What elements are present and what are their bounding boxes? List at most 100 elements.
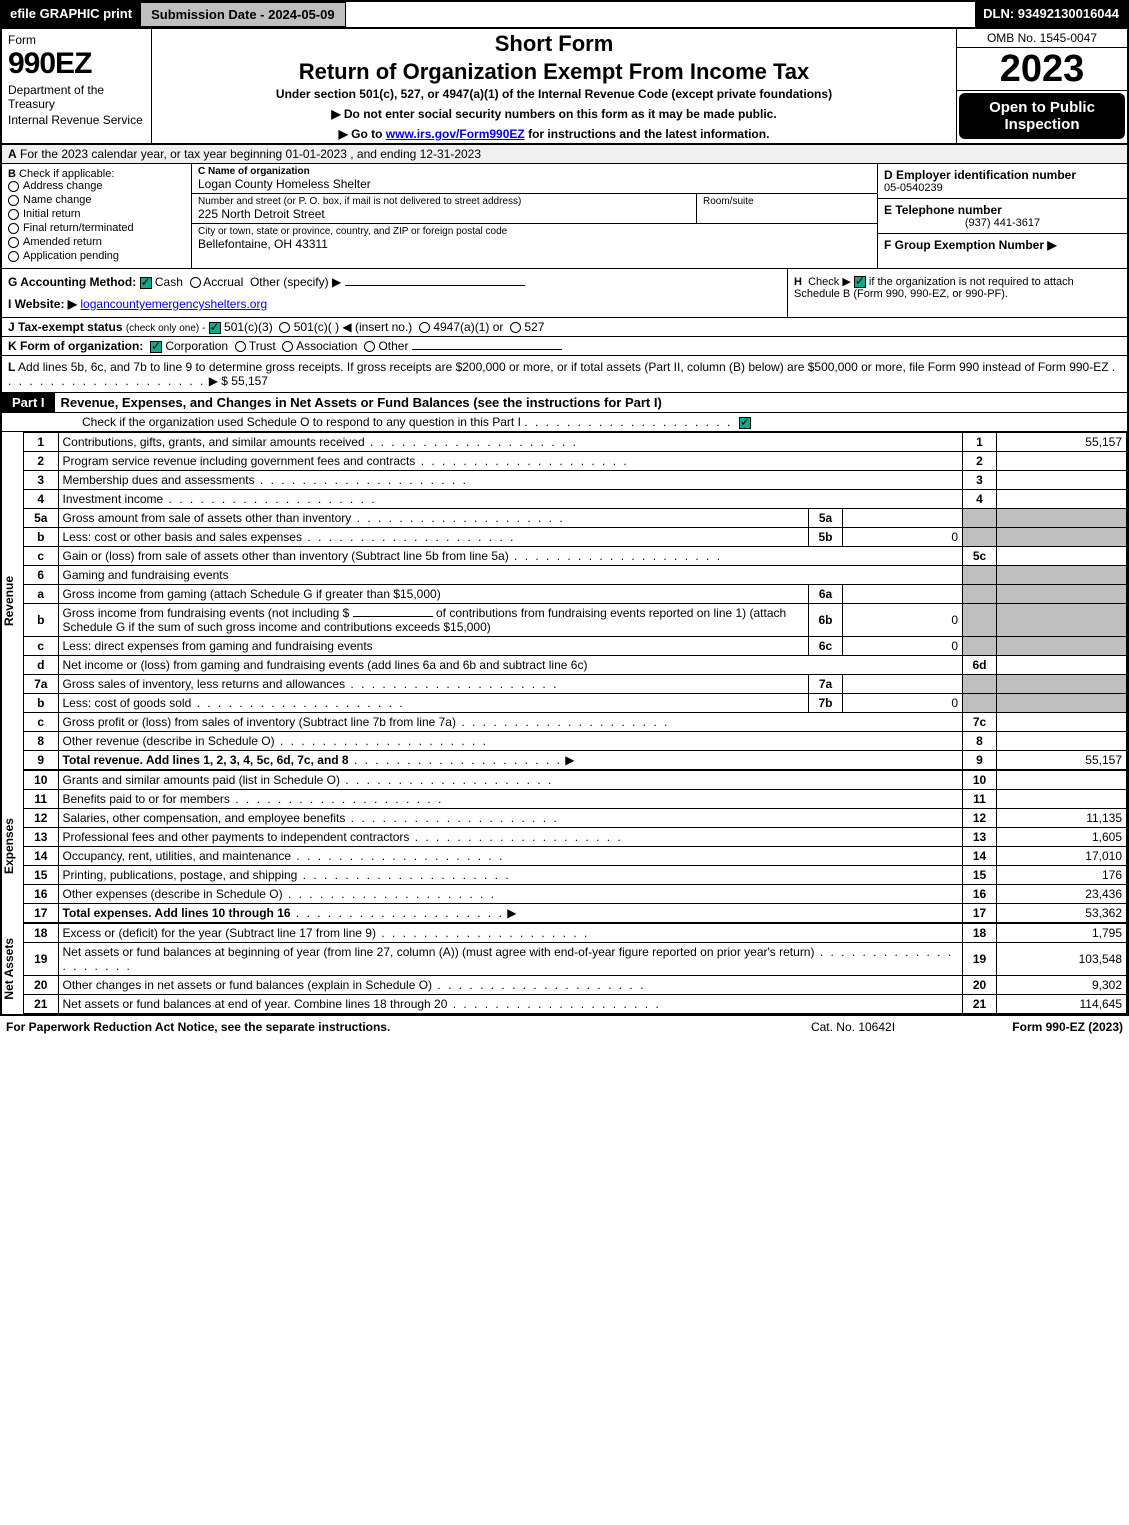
line-13: 13 Professional fees and other payments …	[24, 828, 1127, 847]
no-ssn-warning: ▶ Do not enter social security numbers o…	[160, 107, 948, 121]
other-org-line	[412, 349, 562, 350]
checkbox-schedule-b-not-required[interactable]	[854, 276, 866, 288]
checkbox-other-org[interactable]	[364, 341, 375, 352]
org-name-label: C Name of organization	[198, 166, 871, 177]
efile-graphic-print: efile GRAPHIC print	[2, 2, 140, 27]
street-box: Number and street (or P. O. box, if mail…	[192, 194, 697, 223]
opt-501c3: 501(c)(3)	[224, 320, 273, 334]
col-17: 17	[963, 904, 997, 923]
amt-9: 55,157	[997, 751, 1127, 770]
desc-8: Other revenue (describe in Schedule O)	[63, 734, 275, 748]
opt-501c: 501(c)( ) ◀ (insert no.)	[294, 320, 413, 334]
line-6b: b Gross income from fundraising events (…	[24, 604, 1127, 637]
ln-14: 14	[24, 847, 58, 866]
group-exemption-label: F Group Exemption Number ▶	[884, 238, 1057, 252]
ln-6a: a	[24, 585, 58, 604]
section-l-text: Add lines 5b, 6c, and 7b to line 9 to de…	[18, 360, 1109, 374]
other-specify-line	[345, 285, 525, 286]
ln-17: 17	[24, 904, 58, 923]
line-5a: 5a Gross amount from sale of assets othe…	[24, 509, 1127, 528]
section-a-text: For the 2023 calendar year, or tax year …	[20, 147, 481, 161]
omb-number: OMB No. 1545-0047	[957, 29, 1127, 48]
col-6a-grey	[963, 585, 997, 604]
desc-20: Other changes in net assets or fund bala…	[63, 978, 433, 992]
return-title: Return of Organization Exempt From Incom…	[160, 59, 948, 85]
amt-14: 17,010	[997, 847, 1127, 866]
checkbox-initial-return[interactable]	[8, 209, 19, 220]
website-link[interactable]: logancountyemergencyshelters.org	[80, 297, 267, 311]
checkbox-4947[interactable]	[419, 322, 430, 333]
line-6: 6 Gaming and fundraising events	[24, 566, 1127, 585]
ln-6c: c	[24, 637, 58, 656]
desc-15: Printing, publications, postage, and shi…	[63, 868, 298, 882]
opt-initial-return: Initial return	[23, 208, 80, 220]
sub-7a: 7a	[809, 675, 843, 694]
subval-7a	[843, 675, 963, 694]
desc-2: Program service revenue including govern…	[63, 454, 416, 468]
opt-527: 527	[524, 320, 544, 334]
checkbox-trust[interactable]	[235, 341, 246, 352]
net-assets-table: 18 Excess or (deficit) for the year (Sub…	[24, 923, 1127, 1014]
section-h: H Check ▶ if the organization is not req…	[787, 269, 1127, 317]
checkbox-final-return[interactable]	[8, 223, 19, 234]
checkbox-address-change[interactable]	[8, 181, 19, 192]
amt-16: 23,436	[997, 885, 1127, 904]
checkbox-application-pending[interactable]	[8, 251, 19, 262]
line-7c: c Gross profit or (loss) from sales of i…	[24, 713, 1127, 732]
col-12: 12	[963, 809, 997, 828]
col-1: 1	[963, 433, 997, 452]
line-16: 16 Other expenses (describe in Schedule …	[24, 885, 1127, 904]
sub-5a: 5a	[809, 509, 843, 528]
checkbox-name-change[interactable]	[8, 195, 19, 206]
irs-label: Internal Revenue Service	[8, 113, 145, 127]
submission-date: Submission Date - 2024-05-09	[140, 2, 346, 27]
section-c-column: C Name of organization Logan County Home…	[192, 164, 877, 268]
col-5a-grey	[963, 509, 997, 528]
line-9: 9 Total revenue. Add lines 1, 2, 3, 4, 5…	[24, 751, 1127, 770]
part-i-check-text: Check if the organization used Schedule …	[82, 415, 521, 429]
opt-corporation: Corporation	[165, 339, 228, 353]
section-g-h-row: G Accounting Method: Cash Accrual Other …	[2, 269, 1127, 318]
checkbox-accrual[interactable]	[190, 277, 201, 288]
checkbox-amended-return[interactable]	[8, 237, 19, 248]
amt-7b-grey	[997, 694, 1127, 713]
opt-trust: Trust	[249, 339, 276, 353]
ein-label: D Employer identification number	[884, 168, 1121, 182]
tax-exempt-sub: (check only one) -	[126, 323, 205, 334]
amt-7a-grey	[997, 675, 1127, 694]
sub-6a: 6a	[809, 585, 843, 604]
line-3: 3 Membership dues and assessments 3	[24, 471, 1127, 490]
line-7b: b Less: cost of goods sold 7b 0	[24, 694, 1127, 713]
line-21: 21 Net assets or fund balances at end of…	[24, 995, 1127, 1014]
amt-18: 1,795	[997, 924, 1127, 943]
ln-15: 15	[24, 866, 58, 885]
checkbox-schedule-o-part-i[interactable]	[739, 417, 751, 429]
ln-18: 18	[24, 924, 58, 943]
irs-link[interactable]: www.irs.gov/Form990EZ	[386, 127, 525, 141]
checkbox-501c[interactable]	[279, 322, 290, 333]
ln-7a: 7a	[24, 675, 58, 694]
desc-4: Investment income	[63, 492, 164, 506]
header-left: Form 990EZ Department of the Treasury In…	[2, 29, 152, 143]
desc-7b: Less: cost of goods sold	[63, 696, 192, 710]
checkbox-corporation[interactable]	[150, 341, 162, 353]
street-value: 225 North Detroit Street	[198, 207, 690, 221]
header-right: OMB No. 1545-0047 2023 Open to Public In…	[957, 29, 1127, 143]
desc-12: Salaries, other compensation, and employ…	[63, 811, 346, 825]
col-2: 2	[963, 452, 997, 471]
ln-8: 8	[24, 732, 58, 751]
ln-13: 13	[24, 828, 58, 847]
checkbox-association[interactable]	[282, 341, 293, 352]
checkbox-527[interactable]	[510, 322, 521, 333]
line-10: 10 Grants and similar amounts paid (list…	[24, 771, 1127, 790]
line-5c: c Gain or (loss) from sale of assets oth…	[24, 547, 1127, 566]
checkbox-cash[interactable]	[140, 277, 152, 289]
amt-13: 1,605	[997, 828, 1127, 847]
col-15: 15	[963, 866, 997, 885]
opt-other-org: Other	[378, 339, 408, 353]
short-form-title: Short Form	[160, 31, 948, 57]
amt-6-grey	[997, 566, 1127, 585]
section-d-e-f-column: D Employer identification number 05-0540…	[877, 164, 1127, 268]
amt-1: 55,157	[997, 433, 1127, 452]
checkbox-501c3[interactable]	[209, 322, 221, 334]
